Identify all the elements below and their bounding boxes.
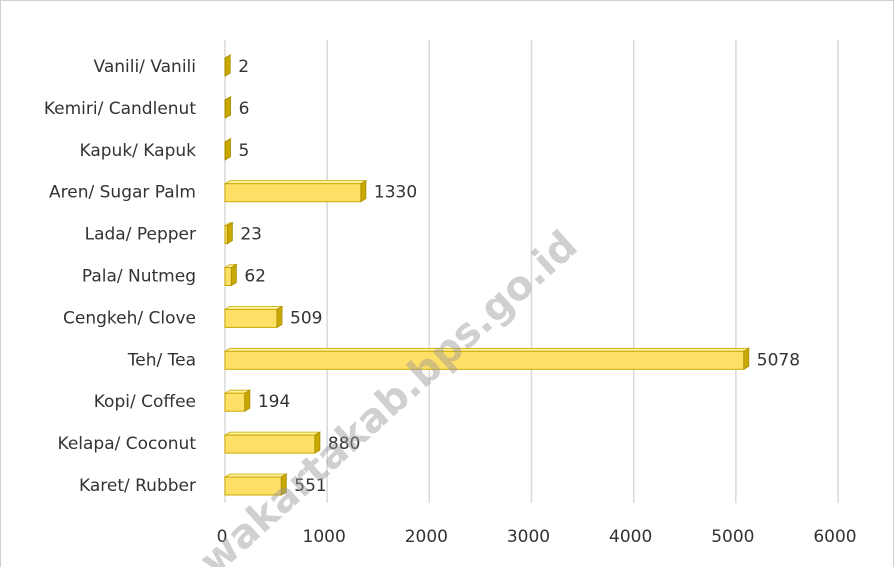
y-tick-label: Kopi/ Coffee <box>94 392 196 412</box>
y-tick-label: Karet/ Rubber <box>79 476 196 496</box>
bar <box>223 221 234 245</box>
bar-side <box>224 54 231 77</box>
bar <box>223 473 288 496</box>
data-label: 509 <box>290 308 322 328</box>
data-label: 5078 <box>757 350 800 370</box>
data-label: 6 <box>239 99 250 119</box>
bar-side <box>743 347 750 371</box>
bar-side <box>244 389 251 412</box>
y-tick-label: Teh/ Tea <box>127 350 196 370</box>
data-label: 880 <box>328 434 360 454</box>
bar <box>223 96 233 119</box>
x-tick-label: 4000 <box>609 527 652 547</box>
data-label: 23 <box>240 225 262 245</box>
y-tick-label: Lada/ Pepper <box>85 225 196 245</box>
x-tick-label: 6000 <box>813 527 856 547</box>
y-tick-label: Kelapa/ Coconut <box>58 434 197 454</box>
bar-front <box>224 183 362 203</box>
data-label: 1330 <box>374 183 417 203</box>
y-tick-label: Pala/ Nutmeg <box>82 267 196 287</box>
bar-front <box>224 308 278 328</box>
x-tick-label: 0 <box>217 527 228 547</box>
bar-side <box>314 431 321 454</box>
bar <box>223 305 284 329</box>
bar <box>223 431 322 454</box>
bar <box>223 389 252 412</box>
y-tick-label: Kemiri/ Candlenut <box>44 99 196 119</box>
y-tick-label: Aren/ Sugar Palm <box>49 183 196 203</box>
bars <box>223 54 751 496</box>
bar <box>223 138 232 161</box>
bar <box>223 54 232 77</box>
bar-side <box>280 473 287 496</box>
data-label: 5 <box>239 141 250 161</box>
bar-side <box>360 179 367 203</box>
y-tick-label: Kapuk/ Kapuk <box>80 141 197 161</box>
y-tick-label: Cengkeh/ Clove <box>63 308 196 328</box>
bar-front <box>224 267 232 286</box>
data-label: 2 <box>238 57 249 77</box>
y-tick-label: Vanili/ Vanili <box>94 57 196 77</box>
bar <box>223 347 751 371</box>
x-tick-label: 5000 <box>711 527 754 547</box>
bar-side <box>225 96 232 119</box>
bar-front <box>224 392 246 412</box>
data-label: 551 <box>294 476 326 496</box>
bar <box>223 179 368 203</box>
bar <box>223 263 238 287</box>
labels: 0 1000 2000 3000 4000 5000 6000 Vanili/ Vanili 2… <box>44 57 857 547</box>
bar-side <box>276 305 283 329</box>
data-label: 194 <box>258 392 290 412</box>
x-tick-label: 1000 <box>303 527 346 547</box>
data-label: 62 <box>244 267 266 287</box>
bar-side <box>230 263 237 287</box>
x-tick-label: 3000 <box>507 527 550 547</box>
bar-side <box>226 221 233 245</box>
bar-side <box>225 138 231 161</box>
x-tick-label: 2000 <box>405 527 448 547</box>
bar-front <box>224 350 745 370</box>
